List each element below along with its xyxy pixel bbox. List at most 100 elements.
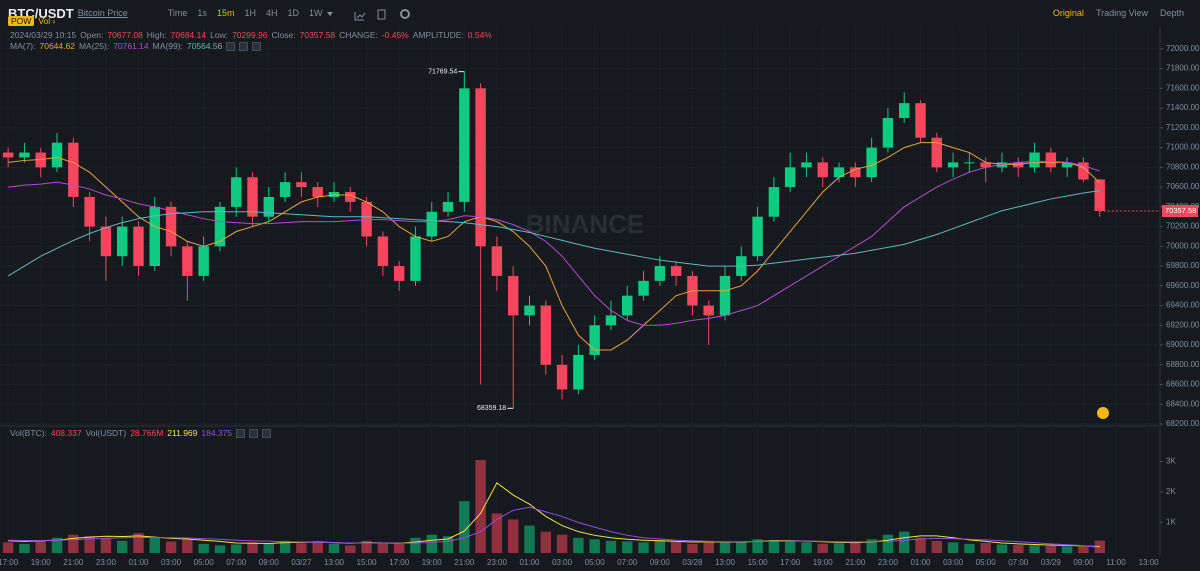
y-tick-label: 69200.00 (1166, 320, 1200, 329)
y-tick-label: 71000.00 (1166, 143, 1200, 152)
legend-icon[interactable] (226, 41, 236, 51)
indicator-icon[interactable] (354, 12, 366, 21)
candle-body (133, 226, 144, 267)
candle-body (100, 226, 112, 257)
volume-bar (817, 543, 828, 553)
candle-body (524, 305, 535, 316)
x-tick-label: 23:00 (878, 558, 899, 567)
volume-bar (100, 538, 112, 553)
y-tick-label: 70000.00 (1166, 241, 1200, 250)
interval[interactable]: 15m (216, 8, 235, 18)
y-tick-label: 1K (1166, 518, 1176, 527)
volume-bar (703, 540, 714, 553)
candle-body (638, 280, 649, 296)
y-tick-label: 69600.00 (1166, 281, 1200, 290)
volume-bar (165, 541, 177, 553)
interval[interactable]: 1H (244, 8, 256, 18)
info-value: 0.54% (467, 30, 492, 40)
candle-body (915, 103, 926, 138)
candle-body (182, 246, 193, 276)
volume-bar (182, 539, 193, 553)
candle-body (703, 305, 714, 316)
y-tick-label: 72000.00 (1166, 44, 1200, 53)
interval[interactable]: 1W (309, 8, 323, 18)
indicator-line (8, 142, 1101, 351)
x-tick-label: 23:00 (487, 558, 508, 567)
settings-icon[interactable] (400, 9, 410, 19)
legend-icon[interactable] (239, 41, 249, 51)
candle-body (116, 226, 128, 257)
volume-bar (1061, 546, 1073, 553)
volume-bar (947, 542, 959, 553)
volume-bar (410, 537, 421, 553)
more-intervals[interactable] (327, 12, 333, 16)
volume-bar (247, 542, 258, 553)
tags: POW Vol › (8, 16, 59, 26)
candle-body (393, 266, 405, 281)
legend-icon[interactable] (262, 428, 272, 438)
interval[interactable]: 1D (287, 8, 299, 18)
candle-body (2, 152, 14, 158)
volume-bar (605, 540, 617, 553)
candle-body (1094, 179, 1105, 212)
interval[interactable]: 1s (197, 8, 207, 18)
volume-bar (719, 542, 731, 553)
candle-body (507, 275, 519, 316)
symbol-link[interactable]: Bitcoin Price (77, 8, 128, 18)
ma-value: 70564.56 (186, 41, 223, 51)
legend-icon[interactable] (249, 428, 259, 438)
candle-body (377, 236, 389, 267)
volume-bar (296, 543, 307, 553)
x-tick-label: 17:00 (389, 558, 410, 567)
volume-bar (377, 542, 389, 553)
candle-body (279, 182, 291, 197)
view-tab[interactable]: Depth (1159, 8, 1184, 18)
views: Original Trading View Depth (1045, 8, 1188, 18)
x-tick-label: 07:00 (617, 558, 638, 567)
interval[interactable]: 4H (265, 8, 278, 18)
volume-bar (214, 545, 226, 553)
ma-label: MA(25): (78, 41, 110, 51)
x-tick-label: 21:00 (845, 558, 866, 567)
x-tick-label: 17:00 (780, 558, 801, 567)
view-tab[interactable]: Trading View (1095, 8, 1148, 18)
ma-label: MA(7): (10, 41, 36, 51)
tag[interactable]: POW (8, 16, 35, 26)
x-tick-label: 19:00 (422, 558, 443, 567)
volume-bar (84, 536, 95, 553)
layout-icon[interactable] (377, 9, 386, 20)
volume-bar (2, 542, 14, 553)
tag[interactable]: Vol › (38, 16, 56, 26)
candle-body (442, 201, 454, 212)
ma-label: MA(99): (152, 41, 183, 51)
watermark: BINANCE (526, 209, 644, 239)
candle-body (817, 162, 828, 178)
x-tick-label: 07:00 (226, 558, 247, 567)
candle-body (165, 206, 177, 247)
last-price-label: 70357.58 (1165, 206, 1196, 215)
x-tick-label: 09:00 (650, 558, 671, 567)
x-tick-label: 03/29 (1041, 558, 1062, 567)
volume-bar (426, 534, 437, 553)
legend-icon[interactable] (252, 41, 262, 51)
volume-bar (68, 534, 79, 553)
vol-label: Vol(USDT) (85, 428, 127, 438)
vol-ma-value: 184.375 (201, 428, 233, 438)
x-tick-label: 21:00 (454, 558, 475, 567)
x-tick-label: 13:00 (715, 558, 736, 567)
volume-bar (345, 545, 356, 553)
x-tick-label: 13:00 (1139, 558, 1160, 567)
candle-body (589, 325, 600, 355)
candle-body (654, 266, 666, 281)
volume-bar (589, 539, 600, 553)
indicator-line (7, 190, 1100, 277)
interval[interactable]: Time (167, 8, 188, 18)
chat-icon[interactable] (1097, 407, 1109, 419)
candle-body (312, 187, 323, 197)
x-tick-label: 03/27 (291, 558, 312, 567)
candle-body (410, 236, 421, 281)
volume-bar (328, 543, 340, 553)
view-tab[interactable]: Original (1052, 8, 1084, 18)
x-tick-label: 03/28 (682, 558, 703, 567)
legend-icon[interactable] (236, 428, 246, 438)
